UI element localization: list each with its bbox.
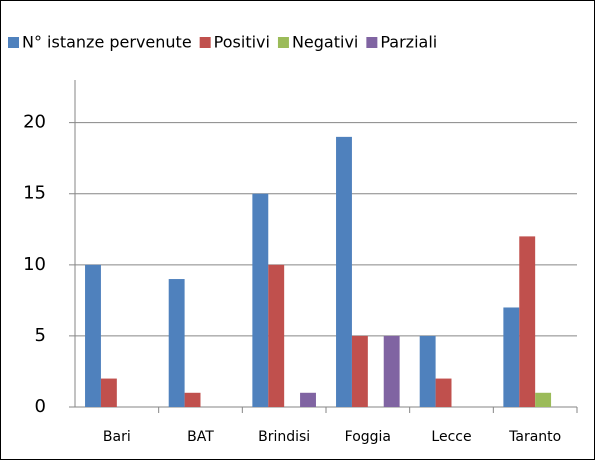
bar xyxy=(252,193,269,407)
legend-swatch xyxy=(199,37,211,48)
bar xyxy=(435,378,452,407)
bar xyxy=(419,335,436,407)
legend-swatch xyxy=(277,37,289,48)
bar xyxy=(336,136,352,407)
legend-swatch xyxy=(366,37,378,48)
bar xyxy=(351,335,368,407)
x-tick-label: Lecce xyxy=(431,429,471,445)
bar xyxy=(100,378,117,407)
bar xyxy=(184,392,201,407)
y-tick-label: 0 xyxy=(35,396,46,417)
y-tick-label: 15 xyxy=(23,183,46,204)
x-tick-label: Brindisi xyxy=(258,429,310,445)
legend-swatch xyxy=(8,37,19,48)
y-tick-label: 20 xyxy=(23,112,46,133)
bar xyxy=(168,279,185,407)
legend-label: Negativi xyxy=(292,33,358,52)
bar xyxy=(535,392,552,407)
bar xyxy=(383,335,400,407)
y-tick-label: 10 xyxy=(23,254,46,275)
bar xyxy=(503,307,520,407)
legend-label: Positivi xyxy=(214,33,270,52)
legend-label: Parziali xyxy=(380,33,437,52)
x-tick-label: Foggia xyxy=(345,429,391,445)
bar xyxy=(300,392,316,407)
x-tick-label: Taranto xyxy=(508,429,561,445)
bar xyxy=(519,236,536,407)
bar xyxy=(268,264,285,407)
x-tick-label: BAT xyxy=(187,429,214,445)
y-tick-label: 5 xyxy=(35,325,46,346)
x-tick-label: Bari xyxy=(103,429,131,445)
bar xyxy=(85,264,101,407)
legend-label: N° istanze pervenute xyxy=(22,33,192,52)
